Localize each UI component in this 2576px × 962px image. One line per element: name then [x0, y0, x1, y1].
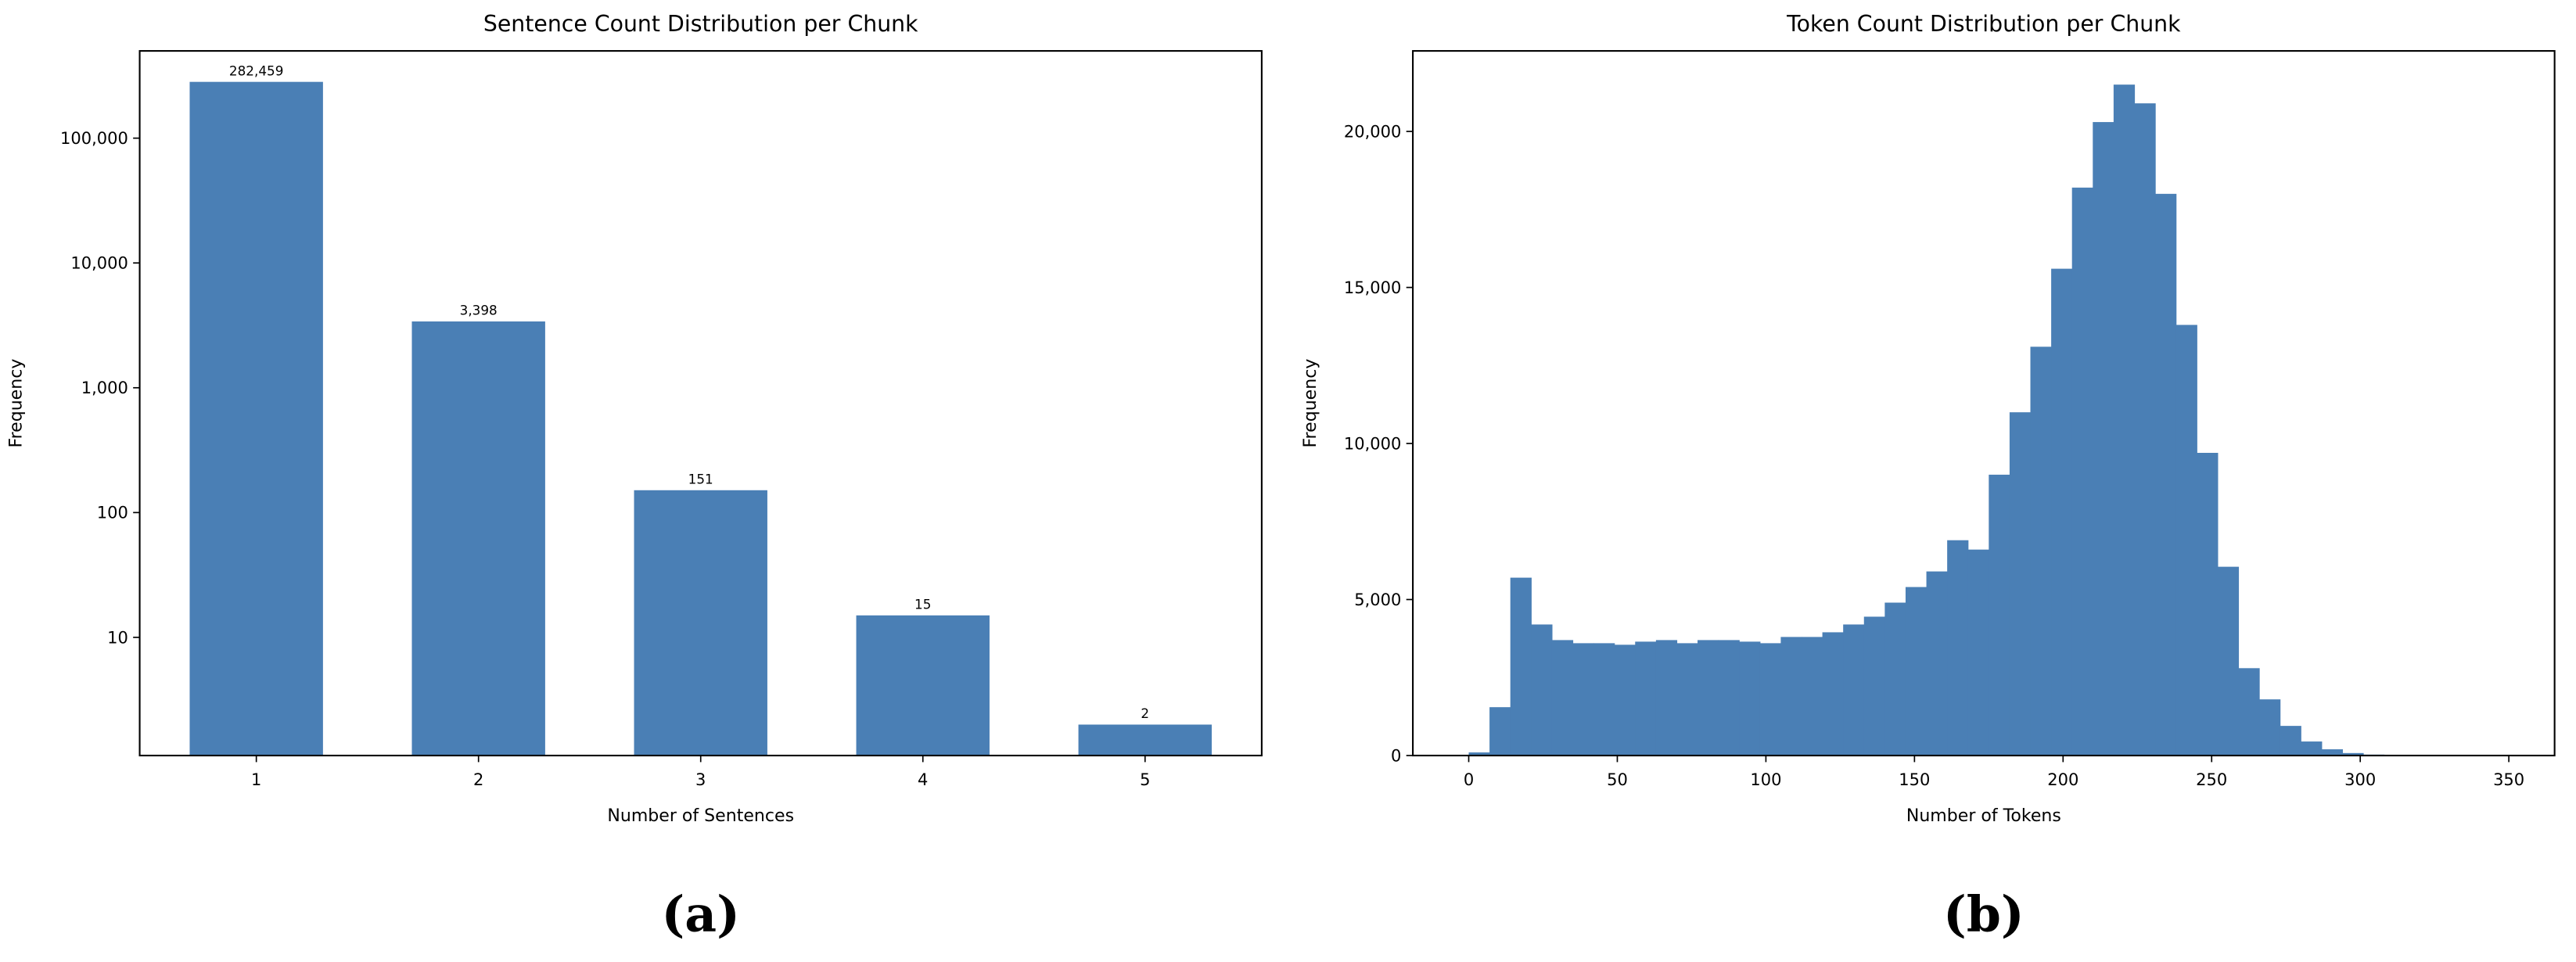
histogram-bar [1551, 640, 1574, 756]
histogram-bar [1905, 587, 1928, 756]
histogram-bar [1759, 643, 1782, 756]
x-tick-label: 100 [1750, 770, 1781, 789]
histogram-bar [1822, 632, 1844, 756]
y-tick-label: 1,000 [81, 379, 128, 397]
histogram-bar [1531, 624, 1553, 756]
y-tick-label: 10,000 [70, 254, 128, 273]
histogram-bar [2155, 193, 2177, 756]
histogram-bar [2301, 741, 2323, 756]
histogram-bar [2321, 749, 2344, 756]
y-tick-label: 100 [97, 504, 128, 522]
x-tick-label: 1 [251, 770, 261, 789]
panel-label: (a) [662, 885, 740, 943]
histogram-bar [1655, 640, 1678, 756]
histogram-bar [1989, 474, 2010, 756]
histogram-bar [1676, 643, 1698, 756]
y-axis-label: Frequency [6, 359, 26, 448]
y-tick-label: 100,000 [60, 129, 128, 148]
histogram-bar [1698, 640, 1719, 756]
bar [634, 490, 767, 756]
histogram-bar [1863, 616, 1885, 756]
axes-frame [1412, 50, 2556, 757]
x-tick-label: 0 [1464, 770, 1474, 789]
value-label: 151 [688, 471, 713, 486]
bar [189, 81, 323, 756]
y-tick-label: 10 [107, 628, 128, 647]
y-tick-label: 20,000 [1344, 122, 1401, 141]
histogram-bar [1510, 577, 1532, 756]
histogram-bar [2113, 84, 2136, 756]
x-tick-label: 300 [2344, 770, 2376, 789]
histogram-bar [2051, 268, 2073, 756]
x-tick-label: 250 [2196, 770, 2227, 789]
x-tick-label: 2 [473, 770, 483, 789]
bar [856, 615, 990, 756]
histogram-bar [1843, 624, 1865, 756]
histogram-bar [2259, 699, 2281, 756]
histogram-bar [1468, 752, 1490, 756]
bar [411, 321, 545, 756]
histogram-bar [1926, 571, 1948, 756]
histogram-bar [1739, 641, 1761, 756]
histogram-bar [2175, 325, 2197, 756]
x-axis-label: Number of Tokens [1906, 806, 2061, 826]
histogram-bar [1635, 641, 1657, 756]
histogram-bar [1801, 637, 1823, 756]
x-tick-label: 150 [1899, 770, 1930, 789]
histogram-bar [1947, 540, 1969, 756]
value-label: 2 [1141, 705, 1149, 721]
x-tick-label: 4 [918, 770, 928, 789]
bar [1078, 724, 1212, 756]
histogram-bar [1718, 640, 1740, 756]
y-tick-label: 15,000 [1344, 278, 1401, 297]
histogram-bar [2217, 566, 2240, 756]
histogram-bar [1593, 643, 1615, 756]
histogram-bar [1572, 643, 1594, 756]
histogram-bar [1780, 637, 1802, 756]
histogram-bar [2093, 122, 2114, 756]
value-label: 3,398 [460, 303, 498, 318]
y-tick-label: 0 [1391, 746, 1401, 765]
histogram-bar [2238, 668, 2260, 756]
histogram-bar [1489, 707, 1511, 756]
histogram-bar [2030, 346, 2052, 756]
value-label: 282,459 [229, 63, 283, 78]
x-axis-label: Number of Sentences [607, 806, 794, 826]
x-tick-label: 5 [1140, 770, 1150, 789]
y-tick-label: 10,000 [1344, 434, 1401, 453]
axes-frame [138, 50, 1263, 757]
histogram-bar [2071, 187, 2093, 756]
histogram-bar [1614, 644, 1636, 756]
histogram-bar [2009, 412, 2032, 756]
chart-title: Sentence Count Distribution per Chunk [483, 11, 918, 37]
histogram-bar [2197, 453, 2219, 756]
value-label: 15 [914, 596, 931, 612]
chart-title: Token Count Distribution per Chunk [1786, 11, 2181, 37]
histogram-bar [2280, 726, 2301, 756]
x-tick-label: 200 [2047, 770, 2078, 789]
histogram-bar [2342, 752, 2364, 756]
histogram-bar [1884, 602, 1906, 756]
panel-label: (b) [1943, 885, 2025, 943]
x-tick-label: 3 [695, 770, 706, 789]
x-tick-label: 350 [2493, 770, 2524, 789]
y-axis-label: Frequency [1301, 359, 1320, 448]
histogram-bar [2134, 103, 2156, 756]
x-tick-label: 50 [1607, 770, 1628, 789]
histogram-bar [1967, 549, 1989, 756]
y-tick-label: 5,000 [1354, 590, 1401, 609]
